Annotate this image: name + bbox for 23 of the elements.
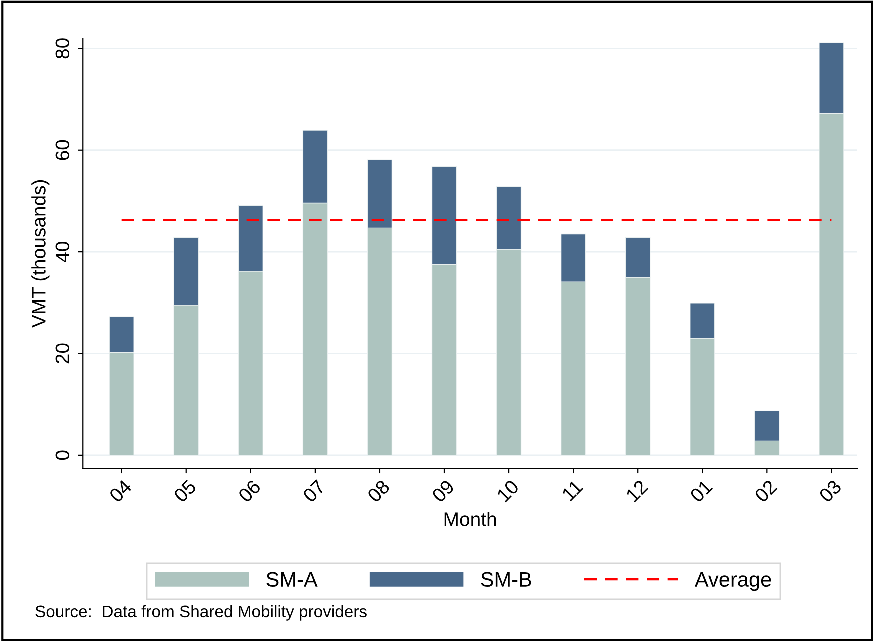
x-tick-label: 03 bbox=[818, 479, 842, 504]
y-tick-label: 60 bbox=[56, 140, 70, 160]
x-axis-title: Month bbox=[444, 512, 496, 526]
x-tick-label: 07 bbox=[302, 479, 326, 504]
x-tick-label: 04 bbox=[108, 479, 133, 504]
x-tick-label: 11 bbox=[562, 480, 584, 502]
source-note: Source: Data from Shared Mobility providers bbox=[36, 605, 367, 621]
y-tick-label: 40 bbox=[56, 242, 70, 262]
x-tick-label: 05 bbox=[173, 479, 198, 504]
x-tick-label: 10 bbox=[496, 479, 520, 503]
x-tick-label: 02 bbox=[754, 479, 778, 504]
y-axis-title: VMT (thousands) bbox=[32, 180, 50, 328]
x-tick-label: 12 bbox=[625, 479, 649, 503]
y-tick-label: 20 bbox=[56, 344, 70, 364]
y-tick-label: 0 bbox=[56, 450, 70, 460]
legend-label: SM-B bbox=[481, 572, 532, 588]
x-tick-label: 09 bbox=[431, 479, 456, 504]
y-tick-label: 80 bbox=[56, 38, 70, 59]
legend-label: SM-A bbox=[266, 572, 318, 588]
x-tick-label: 08 bbox=[366, 479, 391, 504]
x-tick-label: 01 bbox=[689, 479, 714, 504]
x-tick-label: 06 bbox=[238, 479, 262, 504]
legend-label: Average bbox=[694, 572, 772, 592]
